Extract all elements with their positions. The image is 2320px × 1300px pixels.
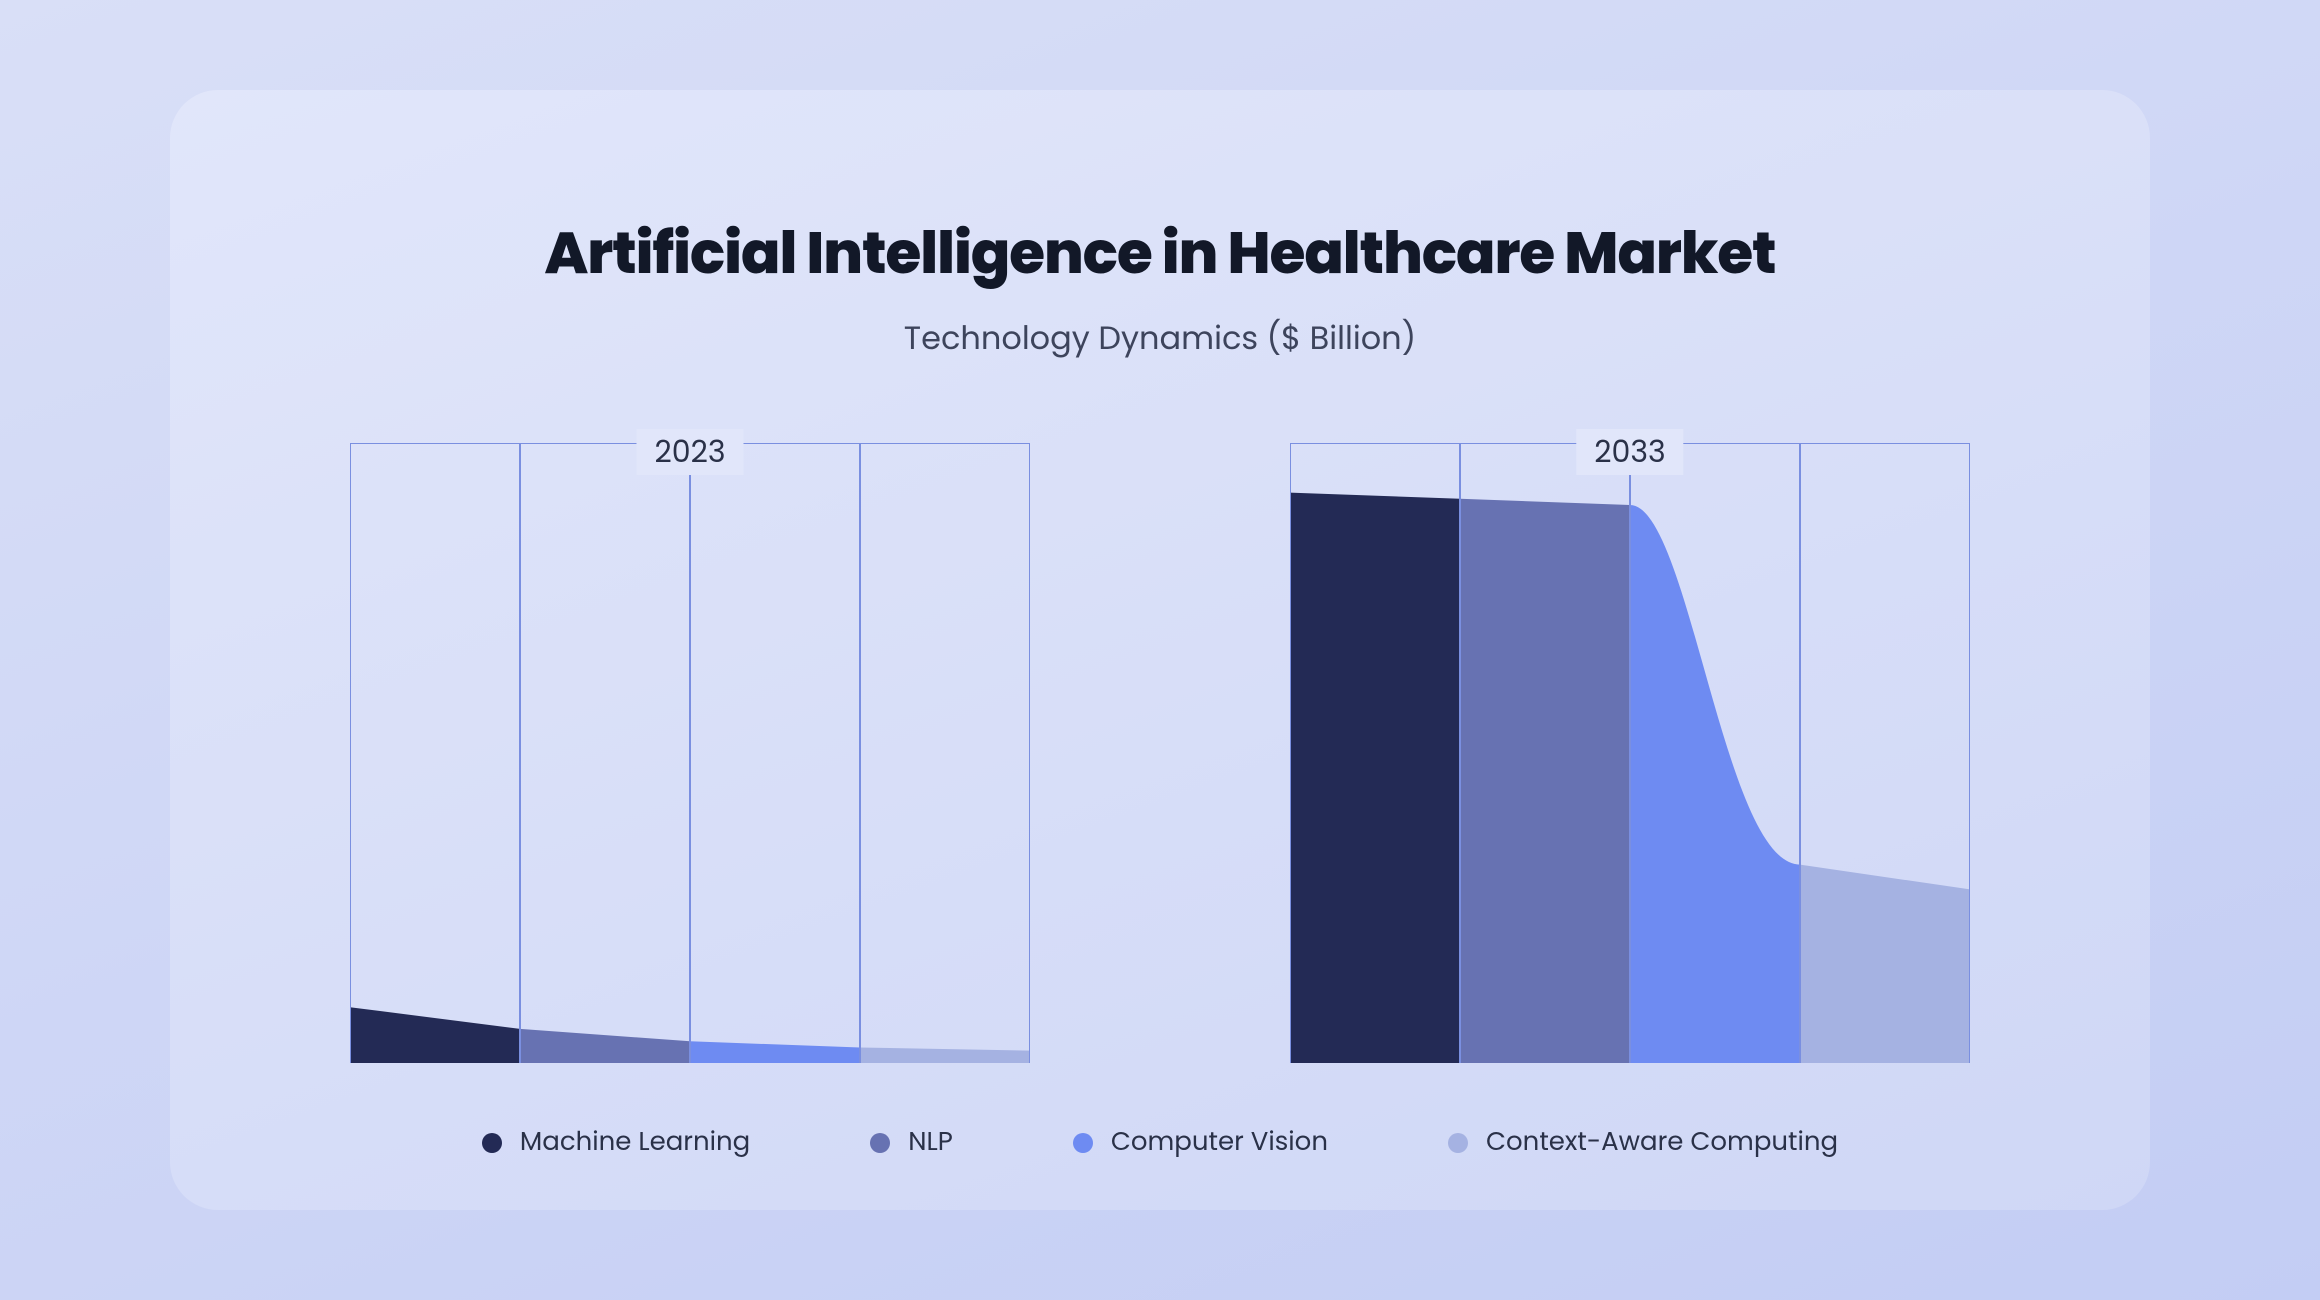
legend-item-ml: Machine Learning	[482, 1123, 750, 1162]
chart-svg-2033	[1290, 443, 1970, 1063]
chart-card: Artificial Intelligence in Healthcare Ma…	[170, 90, 2150, 1210]
legend-label-cv: Computer Vision	[1111, 1123, 1328, 1162]
legend-item-nlp: NLP	[870, 1123, 953, 1162]
chart-svg-2023	[350, 443, 1030, 1063]
legend-swatch-nlp	[870, 1133, 890, 1153]
legend: Machine Learning NLP Computer Vision Con…	[482, 1123, 1838, 1162]
chart-title-2023: 2023	[636, 429, 743, 475]
legend-swatch-cv	[1073, 1133, 1093, 1153]
page-title: Artificial Intelligence in Healthcare Ma…	[544, 210, 1775, 297]
legend-swatch-ml	[482, 1133, 502, 1153]
page-subtitle: Technology Dynamics ($ Billion)	[904, 315, 1416, 363]
legend-item-cac: Context-Aware Computing	[1448, 1123, 1838, 1162]
legend-label-nlp: NLP	[908, 1123, 953, 1162]
legend-label-cac: Context-Aware Computing	[1486, 1123, 1838, 1162]
chart-2023: 2023	[350, 443, 1030, 1063]
page-backdrop: Artificial Intelligence in Healthcare Ma…	[0, 0, 2320, 1300]
legend-item-cv: Computer Vision	[1073, 1123, 1328, 1162]
chart-title-2033: 2033	[1576, 429, 1683, 475]
legend-label-ml: Machine Learning	[520, 1123, 750, 1162]
legend-swatch-cac	[1448, 1133, 1468, 1153]
charts-row: 2023 2033	[310, 443, 2010, 1063]
chart-2033: 2033	[1290, 443, 1970, 1063]
